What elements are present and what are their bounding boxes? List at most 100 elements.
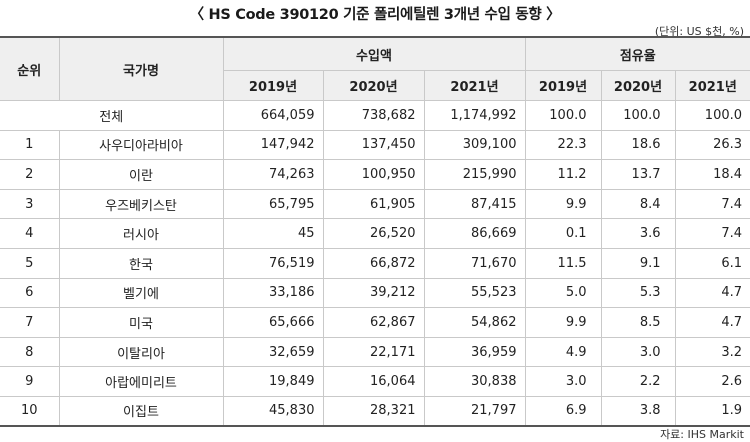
country-cell: 이란 xyxy=(58,159,223,190)
country-cell: 벨기에 xyxy=(58,278,223,309)
import-value: 33,186 xyxy=(222,278,323,309)
import-value: 76,519 xyxy=(222,248,323,279)
header-import-year: 2021년 xyxy=(423,70,525,101)
share-value: 9.9 xyxy=(524,189,601,220)
share-value: 22.3 xyxy=(524,130,601,161)
import-value: 28,321 xyxy=(322,396,424,428)
table-row: 1 사우디아라비아 147,942 137,450 309,100 22.3 18.6 26.… xyxy=(0,130,750,161)
total-row: 전체 664,059 738,682 1,174,992 100.0 100.0… xyxy=(0,100,750,131)
import-value: 62,867 xyxy=(322,307,424,338)
table-row: 6 벨기에 33,186 39,212 55,523 5.0 5.3 4.7 xyxy=(0,278,750,309)
table-row: 8 이탈리아 32,659 22,171 36,959 4.9 3.0 3.2 xyxy=(0,337,750,368)
country-cell: 아랍에미리트 xyxy=(58,366,223,397)
share-value: 7.4 xyxy=(674,218,750,249)
share-value: 4.7 xyxy=(674,307,750,338)
import-value: 32,659 xyxy=(222,337,323,368)
table-row: 9 아랍에미리트 19,849 16,064 30,838 3.0 2.2 2.6 xyxy=(0,366,750,397)
import-value: 55,523 xyxy=(423,278,525,309)
import-value: 65,666 xyxy=(222,307,323,338)
share-value: 100.0 xyxy=(674,100,750,131)
header-import-year: 2020년 xyxy=(322,70,424,101)
import-value: 87,415 xyxy=(423,189,525,220)
country-cell: 사우디아라비아 xyxy=(58,130,223,161)
rank-cell: 9 xyxy=(0,366,59,397)
header-share-year: 2019년 xyxy=(524,70,601,101)
share-value: 18.6 xyxy=(600,130,675,161)
share-value: 11.2 xyxy=(524,159,601,190)
share-value: 5.0 xyxy=(524,278,601,309)
country-cell: 한국 xyxy=(58,248,223,279)
unit-note: (단위: US $천, %) xyxy=(654,25,744,38)
share-value: 8.5 xyxy=(600,307,675,338)
total-label: 전체 xyxy=(0,100,223,131)
country-cell: 이탈리아 xyxy=(58,337,223,368)
table-row: 2 이란 74,263 100,950 215,990 11.2 13.7 18.4 xyxy=(0,159,750,190)
share-value: 1.9 xyxy=(674,396,750,428)
share-value: 9.9 xyxy=(524,307,601,338)
import-value: 65,795 xyxy=(222,189,323,220)
import-value: 664,059 xyxy=(222,100,323,131)
import-value: 30,838 xyxy=(423,366,525,397)
rank-cell: 7 xyxy=(0,307,59,338)
import-value: 19,849 xyxy=(222,366,323,397)
country-cell: 이집트 xyxy=(58,396,223,428)
import-value: 61,905 xyxy=(322,189,424,220)
rank-cell: 5 xyxy=(0,248,59,279)
share-value: 5.3 xyxy=(600,278,675,309)
header-share: 점유율 xyxy=(524,36,750,71)
import-value: 738,682 xyxy=(322,100,424,131)
rank-cell: 1 xyxy=(0,130,59,161)
rank-cell: 6 xyxy=(0,278,59,309)
table-title: 〈 HS Code 390120 기준 폴리에틸렌 3개년 수입 동향 〉 xyxy=(189,7,561,23)
import-value: 1,174,992 xyxy=(423,100,525,131)
rank-cell: 8 xyxy=(0,337,59,368)
share-value: 2.6 xyxy=(674,366,750,397)
header-share-year: 2020년 xyxy=(600,70,675,101)
table-row: 7 미국 65,666 62,867 54,862 9.9 8.5 4.7 xyxy=(0,307,750,338)
import-value: 26,520 xyxy=(322,218,424,249)
table-row: 3 우즈베키스탄 65,795 61,905 87,415 9.9 8.4 7.4 xyxy=(0,189,750,220)
share-value: 8.4 xyxy=(600,189,675,220)
share-value: 3.2 xyxy=(674,337,750,368)
import-value: 74,263 xyxy=(222,159,323,190)
rank-cell: 4 xyxy=(0,218,59,249)
import-value: 22,171 xyxy=(322,337,424,368)
rank-cell: 10 xyxy=(0,396,59,428)
import-table: 순위 국가명 수입액 점유율 2019년 2020년 2021년 2019년 2… xyxy=(0,36,750,428)
header-import-amount: 수입액 xyxy=(222,36,525,71)
header-country: 국가명 xyxy=(58,36,223,101)
import-value: 16,064 xyxy=(322,366,424,397)
header-share-year: 2021년 xyxy=(674,70,750,101)
share-value: 13.7 xyxy=(600,159,675,190)
share-value: 3.0 xyxy=(600,337,675,368)
table-row: 10 이집트 45,830 28,321 21,797 6.9 3.8 1.9 xyxy=(0,396,750,428)
share-value: 100.0 xyxy=(600,100,675,131)
share-value: 2.2 xyxy=(600,366,675,397)
share-value: 3.6 xyxy=(600,218,675,249)
import-value: 137,450 xyxy=(322,130,424,161)
share-value: 3.8 xyxy=(600,396,675,428)
country-cell: 우즈베키스탄 xyxy=(58,189,223,220)
import-value: 86,669 xyxy=(423,218,525,249)
share-value: 6.9 xyxy=(524,396,601,428)
import-value: 100,950 xyxy=(322,159,424,190)
share-value: 3.0 xyxy=(524,366,601,397)
import-value: 71,670 xyxy=(423,248,525,279)
share-value: 4.9 xyxy=(524,337,601,368)
table-row: 4 러시아 45 26,520 86,669 0.1 3.6 7.4 xyxy=(0,218,750,249)
import-value: 147,942 xyxy=(222,130,323,161)
share-value: 100.0 xyxy=(524,100,601,131)
import-value: 45,830 xyxy=(222,396,323,428)
import-value: 66,872 xyxy=(322,248,424,279)
table-row: 5 한국 76,519 66,872 71,670 11.5 9.1 6.1 xyxy=(0,248,750,279)
share-value: 7.4 xyxy=(674,189,750,220)
share-value: 9.1 xyxy=(600,248,675,279)
share-value: 11.5 xyxy=(524,248,601,279)
share-value: 18.4 xyxy=(674,159,750,190)
import-value: 21,797 xyxy=(423,396,525,428)
rank-cell: 3 xyxy=(0,189,59,220)
rank-cell: 2 xyxy=(0,159,59,190)
import-value: 309,100 xyxy=(423,130,525,161)
import-value: 36,959 xyxy=(423,337,525,368)
import-value: 45 xyxy=(222,218,323,249)
